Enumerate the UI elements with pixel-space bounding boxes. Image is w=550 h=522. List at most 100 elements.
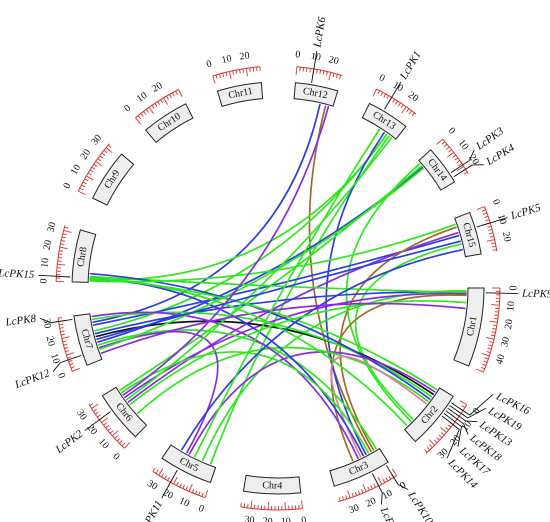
scale-tick (59, 327, 64, 329)
scale-tick (169, 94, 172, 99)
scale-tick (373, 483, 376, 488)
scale-tick (68, 359, 73, 363)
scale-tick (385, 477, 389, 482)
scale-tick (198, 491, 201, 496)
scale-tick (160, 99, 164, 104)
synteny-link (330, 294, 467, 462)
scale-tick (64, 226, 69, 229)
scale-tick (78, 190, 86, 196)
scale-tick-label: 30 (348, 502, 361, 516)
scale-tick (58, 253, 63, 256)
scale-tick-label: 30 (244, 514, 255, 522)
scale-tick (489, 232, 494, 235)
gene-leader-line (161, 469, 178, 499)
scale-tick (401, 106, 407, 114)
scale-tick (487, 347, 492, 350)
scale-tick (86, 175, 94, 181)
scale-tick-label: 0 (507, 286, 518, 291)
scale-tick (167, 476, 170, 481)
synteny-link (120, 351, 370, 454)
scale-tick-label: 0 (490, 198, 502, 207)
scale-tick (112, 430, 119, 437)
scale-axis (376, 88, 417, 115)
scale-tick (383, 93, 387, 98)
synteny-link (94, 291, 467, 335)
scale-tick (447, 424, 452, 428)
synteny-link (201, 290, 467, 462)
scale-tick (103, 422, 107, 426)
scale-tick (400, 104, 404, 109)
scale-tick (316, 69, 318, 74)
scale-tick (429, 444, 433, 448)
scale-tick (157, 101, 161, 106)
chromosome-label: Chr1 (465, 315, 480, 337)
gene-label: LcPK11 (137, 499, 165, 522)
scale-tick-label: 0 (301, 515, 307, 522)
scale-tick (443, 143, 448, 148)
scale-tick (486, 336, 495, 340)
gene-marker: LcPK15 (0, 267, 71, 281)
scale-tick (247, 503, 249, 508)
chromosome-box (418, 149, 456, 191)
scale-tick (484, 357, 489, 360)
scale-tick-label: 20 (44, 335, 57, 347)
scale-tick (105, 147, 113, 154)
scale-tick (354, 491, 358, 496)
scale-tick (188, 483, 193, 492)
scale-tick (481, 209, 486, 212)
scale-tick (66, 352, 75, 356)
synteny-link (129, 300, 467, 406)
scale-tick (137, 115, 141, 119)
gene-leader-line (52, 355, 82, 372)
scale-tick (476, 206, 485, 210)
scale-tick-label: 20 (448, 433, 463, 448)
scale-tick (459, 400, 468, 406)
scale-tick (89, 403, 94, 406)
scale-tick (173, 476, 178, 485)
chromosome-box (71, 229, 97, 283)
scale-tick-label: 0 (295, 49, 301, 60)
chromosome-box (73, 313, 103, 366)
scale-tick (172, 92, 175, 97)
chromosome-box (91, 153, 135, 206)
gene-leader-line (453, 164, 484, 178)
scale-axis (484, 206, 498, 252)
scale-tick-label: 0 (110, 451, 121, 462)
scale-tick (95, 411, 99, 415)
scale-tick (433, 439, 438, 444)
chromosome-label: Chr8 (75, 246, 89, 267)
chromosome-box (329, 447, 389, 487)
chromosome-box (293, 82, 339, 107)
scale-tick (440, 432, 445, 436)
scale-tick (218, 73, 221, 78)
scale-tick-label: 30 (74, 408, 89, 422)
scale-tick (107, 144, 112, 148)
synteny-link (127, 231, 459, 403)
scale-tick (60, 333, 66, 336)
scale-tick-label: 20 (78, 147, 93, 161)
scale-tick (408, 110, 413, 115)
synteny-link (92, 103, 321, 324)
scale-tick (436, 138, 443, 145)
synteny-link (100, 302, 466, 354)
scale-tick (250, 500, 253, 509)
scale-tick (79, 187, 84, 191)
scale-tick-label: 30 (40, 318, 52, 330)
scale-tick (486, 350, 491, 353)
gene-label: LcPK6 (311, 16, 328, 50)
scale-tick (483, 360, 488, 363)
scale-tick (461, 405, 466, 409)
chromosome-box (361, 102, 407, 140)
scale-tick-label: 30 (499, 336, 512, 348)
scale-tick (492, 324, 497, 327)
synteny-link (89, 223, 456, 283)
scale-tick-label: 0 (205, 58, 213, 70)
gene-label: LcPK10 (405, 489, 435, 522)
gene-leader-line (39, 317, 73, 324)
scale-tick (60, 330, 65, 333)
scale-tick-label: 10 (39, 257, 51, 268)
scale-tick (458, 163, 463, 167)
